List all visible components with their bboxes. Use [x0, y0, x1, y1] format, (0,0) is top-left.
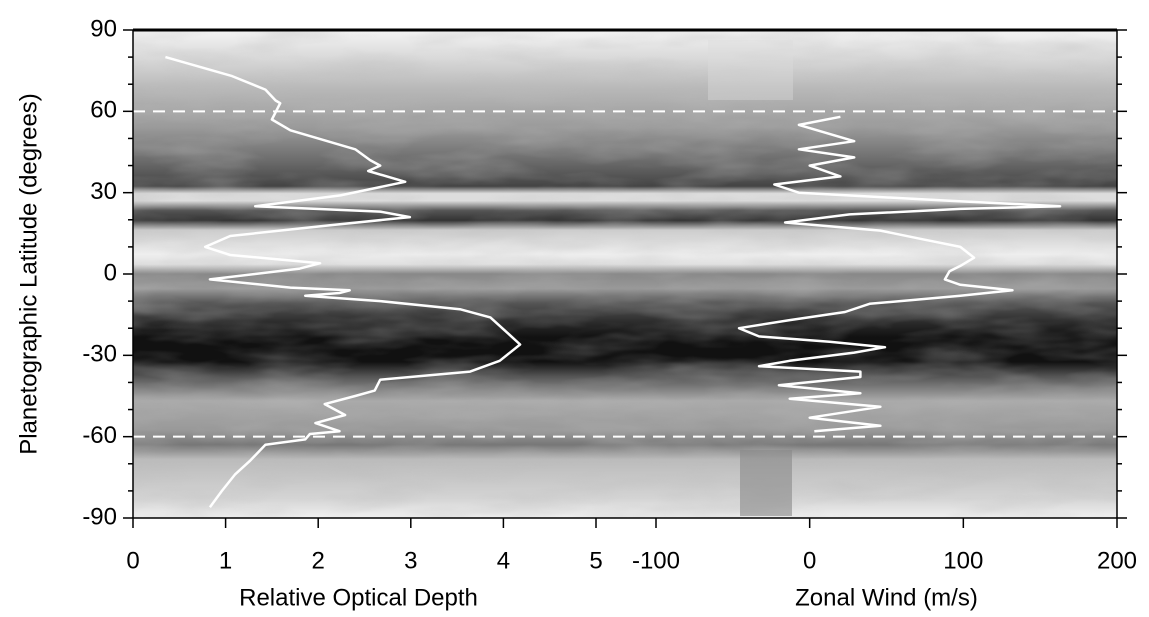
x-tick-label: 0 [126, 547, 139, 574]
x-tick-label: 5 [589, 547, 602, 574]
y-axis-label: Planetographic Latitude (degrees) [15, 93, 42, 455]
x-tick-label: 2 [312, 547, 325, 574]
y-tick-label: -90 [82, 503, 117, 530]
x-tick-label: -100 [632, 547, 680, 574]
x-tick-label: 100 [943, 547, 983, 574]
x-tick-label: 1 [219, 547, 232, 574]
y-tick-label: -60 [82, 422, 117, 449]
x-tick-label: 3 [404, 547, 417, 574]
y-tick-label: 30 [90, 178, 117, 205]
x-tick-label: 0 [803, 547, 816, 574]
x-axis-label: Relative Optical Depth [239, 584, 478, 611]
y-tick-label: 90 [90, 15, 117, 42]
y-tick-label: 0 [104, 259, 117, 286]
y-tick-label: -30 [82, 341, 117, 368]
x-tick-label: 4 [497, 547, 510, 574]
x-tick-label: 200 [1097, 547, 1137, 574]
chart: Planetographic Latitude (degrees) -90 -60… [0, 0, 1149, 617]
y-tick-label: 60 [90, 97, 117, 124]
x-axis-label: Zonal Wind (m/s) [795, 584, 978, 611]
